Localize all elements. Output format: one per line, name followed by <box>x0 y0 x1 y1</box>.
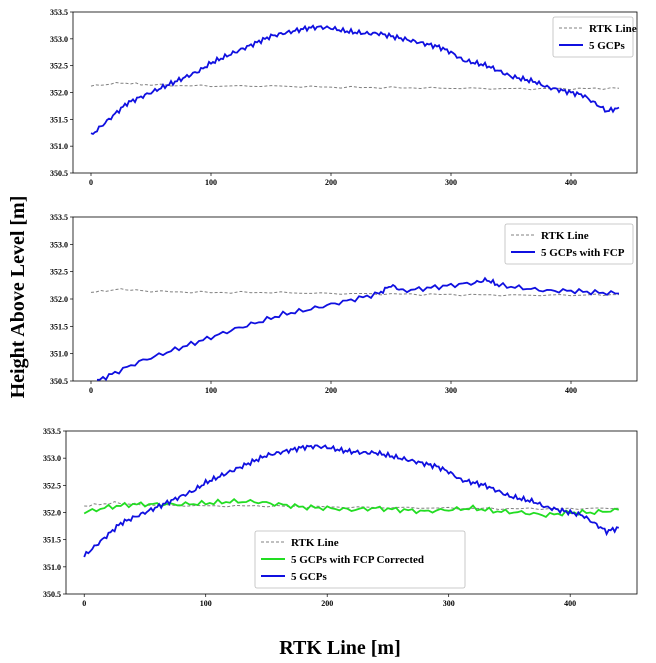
y-tick-label: 351.0 <box>50 350 68 359</box>
y-tick-label: 353.0 <box>50 35 68 44</box>
y-tick-label: 352.0 <box>50 295 68 304</box>
x-tick-label: 0 <box>89 386 93 395</box>
panel-middle: 350.5 351.0 351.5 352.0 352.5 353.0 353.5 0 100 2… <box>50 213 638 395</box>
series-line-5-gcps <box>83 444 619 558</box>
y-tick-label: 353.5 <box>43 427 61 436</box>
plot-frame-top <box>72 11 638 174</box>
legend-box <box>504 223 634 265</box>
x-tick-label: 300 <box>443 599 455 608</box>
x-tick-label: 300 <box>445 178 457 187</box>
x-tick-label: 0 <box>89 178 93 187</box>
legend-label: 5 GCPs with FCP Corrected <box>291 554 424 566</box>
legend-label: 5 GCPs <box>291 571 327 583</box>
y-axis-title: Height Above Level [m] <box>7 196 29 399</box>
y-tick-label: 351.5 <box>50 115 68 124</box>
y-tick-label: 351.5 <box>50 322 68 331</box>
series-line-5-gcps <box>90 24 620 136</box>
y-tick-label: 352.5 <box>50 62 68 71</box>
legend-box <box>552 16 634 58</box>
legend-label: RTK Line <box>541 230 589 242</box>
x-tick-label: 100 <box>205 178 217 187</box>
panel-bottom: 350.5 351.0 351.5 352.0 352.5 353.0 353.5 0 100 2… <box>43 427 638 608</box>
x-tick-label: 0 <box>82 599 86 608</box>
y-tick-label: 351.0 <box>43 563 61 572</box>
x-tick-label: 300 <box>445 386 457 395</box>
series-line-5-gcps-with-fcp-corrected <box>83 498 620 518</box>
x-tick-label: 200 <box>321 599 333 608</box>
x-tick-label: 200 <box>325 178 337 187</box>
series-line-rtk-line <box>90 288 619 297</box>
legend-label: RTK Line <box>291 537 339 549</box>
x-tick-label: 100 <box>200 599 212 608</box>
y-tick-label: 352.0 <box>43 509 61 518</box>
y-tick-label: 353.5 <box>50 8 68 17</box>
y-tick-label: 351.5 <box>43 536 61 545</box>
x-tick-label: 400 <box>565 178 577 187</box>
y-tick-label: 350.5 <box>43 590 61 599</box>
legend-label: 5 GCPs with FCP <box>541 247 625 259</box>
x-tick-label: 400 <box>565 386 577 395</box>
y-tick-label: 350.5 <box>50 377 68 386</box>
y-tick-label: 353.0 <box>43 454 61 463</box>
legend-label: 5 GCPs <box>589 40 625 52</box>
x-axis-title: RTK Line [m] <box>279 637 401 659</box>
y-tick-label: 352.0 <box>50 89 68 98</box>
legend-box <box>254 530 466 589</box>
y-tick-label: 352.5 <box>50 268 68 277</box>
y-tick-label: 353.0 <box>50 240 68 249</box>
y-tick-label: 350.5 <box>50 169 68 178</box>
y-tick-label: 352.5 <box>43 481 61 490</box>
legend-label: RTK Line <box>589 23 637 35</box>
x-tick-label: 200 <box>325 386 337 395</box>
x-tick-label: 100 <box>205 386 217 395</box>
series-line-5-gcps-with-fcp <box>96 276 620 381</box>
x-tick-label: 400 <box>564 599 576 608</box>
y-tick-label: 353.5 <box>50 213 68 222</box>
panel-top: 350.5 351.0 351.5 352.0 352.5 353.0 353.5 0 100 2… <box>50 8 638 187</box>
y-tick-label: 351.0 <box>50 142 68 151</box>
series-line-rtk-line <box>90 81 620 91</box>
